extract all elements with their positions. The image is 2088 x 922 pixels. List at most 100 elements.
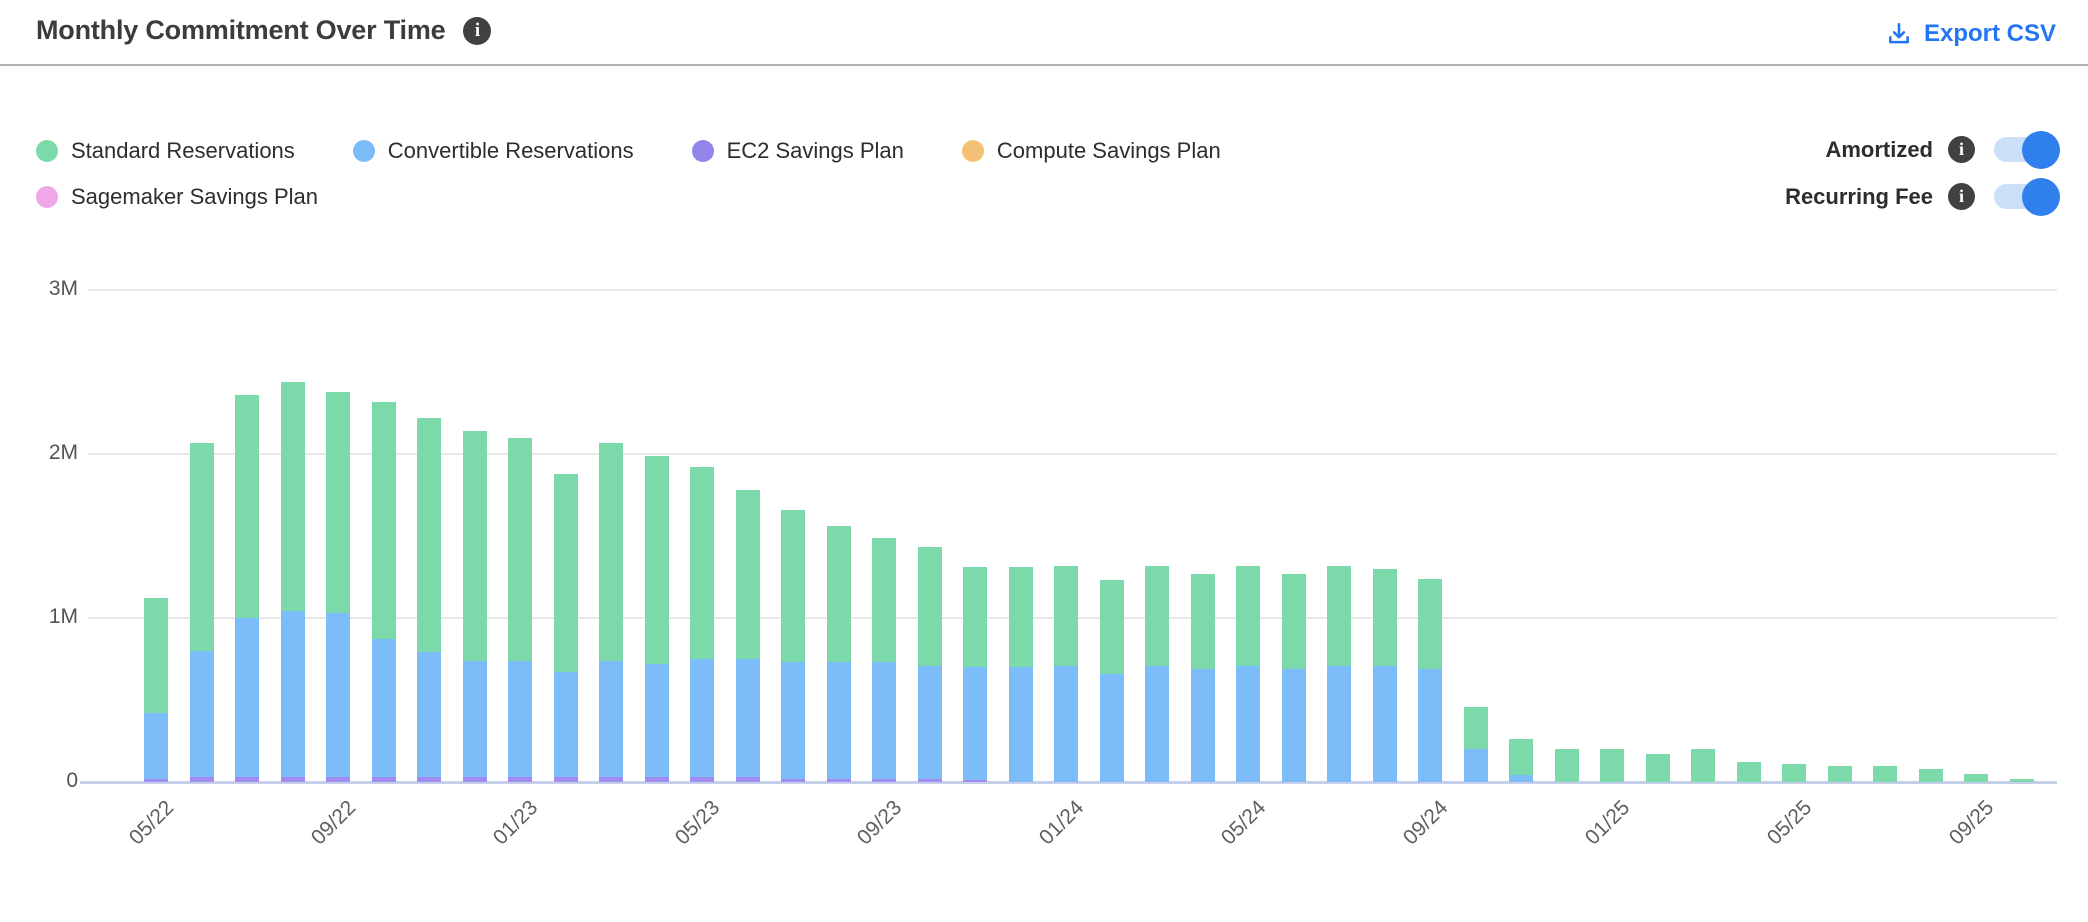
bar-02/24-convertible-reservations[interactable] — [1099, 673, 1124, 782]
bar-04/24-convertible-reservations[interactable] — [1190, 668, 1215, 782]
legend-item-ec2-savings-plan[interactable]: EC2 Savings Plan — [691, 136, 904, 166]
bar-10/24-convertible-reservations[interactable] — [1463, 749, 1488, 782]
bar-05/23-standard-reservations[interactable] — [690, 467, 714, 659]
bar-08/24-standard-reservations[interactable] — [1372, 568, 1397, 666]
recurring-fee-info-icon[interactable]: i — [1948, 183, 1975, 210]
bar-10/25-standard-reservations[interactable] — [2009, 778, 2034, 782]
bar-06/23-standard-reservations[interactable] — [735, 490, 760, 659]
recurring-fee-toggle[interactable] — [1994, 177, 2060, 216]
bar-02/23-convertible-reservations[interactable] — [553, 672, 578, 778]
export-csv-button[interactable]: Export CSV — [1886, 20, 2056, 48]
bar-09/22-convertible-reservations[interactable] — [326, 613, 350, 778]
bar-08/24-convertible-reservations[interactable] — [1372, 665, 1397, 782]
bar-11/23-standard-reservations[interactable] — [963, 567, 987, 668]
bar-02/25-standard-reservations[interactable] — [1645, 754, 1670, 782]
bar-09/23-ec2-savings-plan[interactable] — [872, 778, 896, 782]
bar-10/23-convertible-reservations[interactable] — [917, 665, 942, 779]
bar-11/22-convertible-reservations[interactable] — [417, 652, 441, 778]
bar-05/22-ec2-savings-plan[interactable] — [144, 778, 168, 782]
bar-01/23-ec2-savings-plan[interactable] — [508, 777, 532, 782]
bar-01/23-standard-reservations[interactable] — [508, 437, 532, 661]
bar-08/23-ec2-savings-plan[interactable] — [826, 778, 851, 782]
bar-09/25-standard-reservations[interactable] — [1964, 773, 1988, 782]
bar-04/23-ec2-savings-plan[interactable] — [644, 777, 669, 782]
bar-05/24-standard-reservations[interactable] — [1236, 565, 1260, 666]
bar-06/25-standard-reservations[interactable] — [1827, 765, 1852, 782]
bar-11/24-standard-reservations[interactable] — [1509, 739, 1533, 776]
bar-11/22-standard-reservations[interactable] — [417, 417, 441, 653]
bar-09/23-convertible-reservations[interactable] — [872, 662, 896, 779]
bar-09/22-ec2-savings-plan[interactable] — [326, 777, 350, 782]
bar-06/22-convertible-reservations[interactable] — [189, 650, 214, 778]
bar-06/23-convertible-reservations[interactable] — [735, 659, 760, 778]
bar-09/23-standard-reservations[interactable] — [872, 537, 896, 663]
legend-item-sagemaker-savings-plan[interactable]: Sagemaker Savings Plan — [36, 182, 356, 212]
bar-12/24-standard-reservations[interactable] — [1554, 749, 1579, 782]
bar-08/23-standard-reservations[interactable] — [826, 526, 851, 663]
amortized-toggle[interactable] — [1994, 130, 2060, 169]
bar-12/23-convertible-reservations[interactable] — [1008, 667, 1033, 782]
bar-11/24-convertible-reservations[interactable] — [1509, 775, 1533, 782]
bar-12/22-standard-reservations[interactable] — [462, 431, 487, 661]
bar-07/23-ec2-savings-plan[interactable] — [781, 778, 805, 782]
bar-06/24-convertible-reservations[interactable] — [1281, 668, 1306, 782]
bar-05/24-convertible-reservations[interactable] — [1236, 665, 1260, 782]
amortized-info-icon[interactable]: i — [1948, 136, 1975, 163]
bar-02/23-ec2-savings-plan[interactable] — [553, 777, 578, 782]
bar-06/24-standard-reservations[interactable] — [1281, 573, 1306, 669]
bar-05/25-standard-reservations[interactable] — [1782, 763, 1806, 782]
bar-08/25-standard-reservations[interactable] — [1918, 768, 1943, 782]
bar-09/22-standard-reservations[interactable] — [326, 391, 350, 614]
bar-08/22-convertible-reservations[interactable] — [280, 611, 305, 778]
bar-09/24-standard-reservations[interactable] — [1418, 578, 1442, 669]
bar-05/23-ec2-savings-plan[interactable] — [690, 777, 714, 782]
bar-03/24-standard-reservations[interactable] — [1145, 565, 1169, 666]
bar-06/22-ec2-savings-plan[interactable] — [189, 777, 214, 782]
bar-08/22-ec2-savings-plan[interactable] — [280, 777, 305, 782]
bar-03/23-convertible-reservations[interactable] — [599, 660, 623, 778]
bar-12/22-convertible-reservations[interactable] — [462, 660, 487, 778]
bar-01/25-standard-reservations[interactable] — [1600, 749, 1624, 782]
bar-12/23-standard-reservations[interactable] — [1008, 567, 1033, 668]
title-info-icon[interactable]: i — [463, 16, 492, 45]
bar-03/25-standard-reservations[interactable] — [1691, 749, 1715, 782]
bar-08/23-convertible-reservations[interactable] — [826, 662, 851, 779]
bar-10/23-standard-reservations[interactable] — [917, 547, 942, 666]
bar-07/22-standard-reservations[interactable] — [235, 394, 259, 618]
bar-08/22-standard-reservations[interactable] — [280, 381, 305, 612]
bar-04/23-convertible-reservations[interactable] — [644, 663, 669, 778]
bar-10/22-convertible-reservations[interactable] — [371, 639, 396, 778]
bar-04/25-standard-reservations[interactable] — [1736, 762, 1761, 782]
bar-05/22-convertible-reservations[interactable] — [144, 713, 168, 779]
bar-06/22-standard-reservations[interactable] — [189, 442, 214, 651]
legend-item-standard-reservations[interactable]: Standard Reservations — [36, 136, 295, 166]
bar-10/24-standard-reservations[interactable] — [1463, 706, 1488, 750]
bar-02/23-standard-reservations[interactable] — [553, 473, 578, 673]
bar-11/22-ec2-savings-plan[interactable] — [417, 777, 441, 782]
bar-07/22-ec2-savings-plan[interactable] — [235, 777, 259, 782]
bar-11/23-convertible-reservations[interactable] — [963, 667, 987, 781]
bar-04/24-standard-reservations[interactable] — [1190, 573, 1215, 669]
bar-03/23-standard-reservations[interactable] — [599, 442, 623, 661]
bar-07/23-standard-reservations[interactable] — [781, 509, 805, 663]
bar-04/23-standard-reservations[interactable] — [644, 455, 669, 664]
bar-01/24-standard-reservations[interactable] — [1054, 565, 1078, 666]
bar-07/24-convertible-reservations[interactable] — [1327, 665, 1351, 782]
bar-10/22-ec2-savings-plan[interactable] — [371, 777, 396, 782]
bar-05/23-convertible-reservations[interactable] — [690, 659, 714, 778]
bar-06/23-ec2-savings-plan[interactable] — [735, 777, 760, 782]
bar-10/22-standard-reservations[interactable] — [371, 401, 396, 640]
bar-09/24-convertible-reservations[interactable] — [1418, 668, 1442, 782]
bar-07/22-convertible-reservations[interactable] — [235, 618, 259, 778]
bar-07/25-standard-reservations[interactable] — [1873, 765, 1897, 782]
bar-07/23-convertible-reservations[interactable] — [781, 662, 805, 779]
bar-12/22-ec2-savings-plan[interactable] — [462, 777, 487, 782]
bar-03/24-convertible-reservations[interactable] — [1145, 665, 1169, 782]
bar-07/24-standard-reservations[interactable] — [1327, 565, 1351, 666]
bar-01/23-convertible-reservations[interactable] — [508, 660, 532, 778]
bar-11/23-ec2-savings-plan[interactable] — [963, 780, 987, 782]
bar-02/24-standard-reservations[interactable] — [1099, 580, 1124, 674]
bar-01/24-convertible-reservations[interactable] — [1054, 665, 1078, 782]
bar-03/23-ec2-savings-plan[interactable] — [599, 777, 623, 782]
legend-item-compute-savings-plan[interactable]: Compute Savings Plan — [961, 136, 1221, 166]
